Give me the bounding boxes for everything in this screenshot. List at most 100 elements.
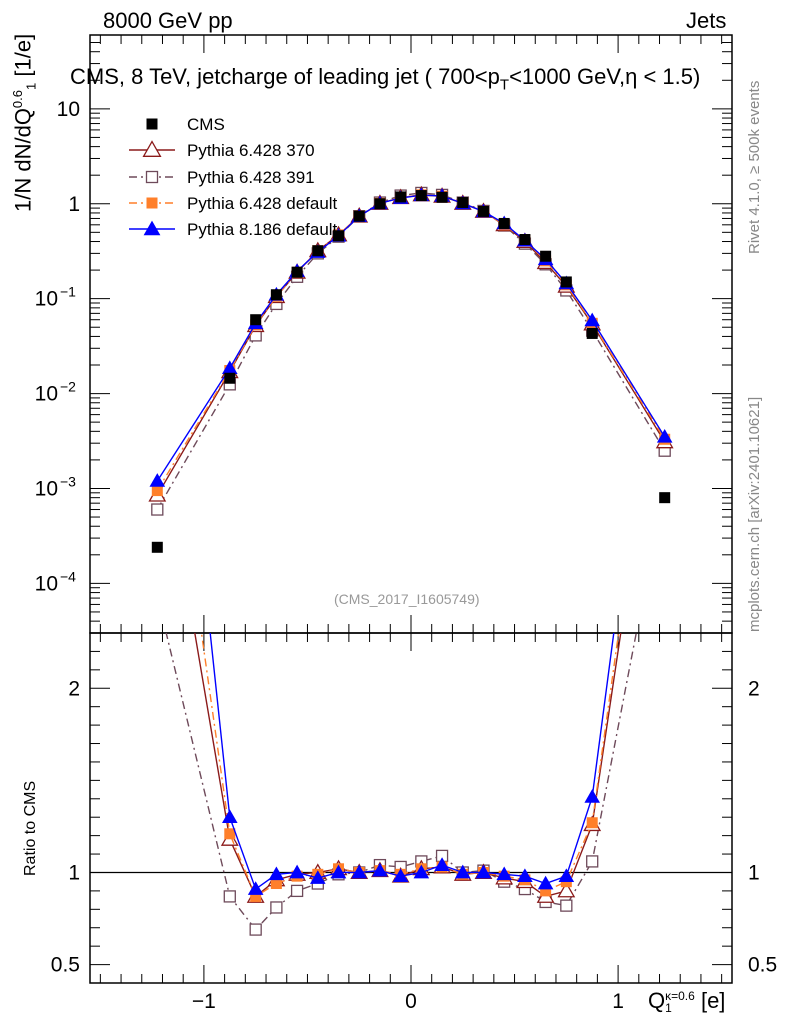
- y-tick-label: 10: [57, 98, 80, 121]
- y-axis-title-sup: 0.6: [10, 89, 25, 109]
- series-0-point: [270, 289, 282, 301]
- ratio-tick-label-right: 2: [748, 677, 760, 700]
- x-tick-label: 1: [612, 990, 624, 1013]
- series-1-ratio-point: [557, 881, 576, 898]
- series-4-ratio-point: [330, 864, 347, 879]
- series-4-ratio-point: [475, 864, 492, 879]
- series-4-ratio-point: [150, 128, 166, 142]
- header-energy: 8000 GeV pp: [103, 8, 233, 33]
- series-4-ratio-point: [351, 864, 368, 879]
- ratio-plot-frame: [89, 632, 733, 984]
- series-0-point: [291, 266, 303, 278]
- series-4-ratio: [150, 128, 673, 895]
- series-3-ratio-point: [270, 878, 282, 890]
- series-0-point: [457, 197, 469, 209]
- y-tick-label: 1: [68, 193, 80, 216]
- series-2-point: [151, 503, 164, 516]
- ratio-tick-label-right: 1: [748, 861, 760, 884]
- series-2-ratio-point: [659, 480, 670, 491]
- series-4-ratio-point: [537, 875, 554, 890]
- series-4-ratio-point: [372, 862, 388, 877]
- series-0-point: [395, 191, 407, 203]
- series-3-ratio-point: [224, 828, 236, 840]
- y-tick-label: 10: [35, 383, 58, 406]
- chart-title-main: CMS, 8 TeV, jetcharge of leading jet ( 7…: [70, 64, 500, 89]
- ratio-axis-title: Ratio to CMS: [22, 780, 39, 876]
- series-0-point: [224, 372, 236, 384]
- legend-marker-2: [145, 170, 159, 184]
- series-2-ratio: [152, 480, 670, 936]
- mcplots-reference: mcplots.cern.ch [arXiv:2401.10621]: [746, 396, 763, 632]
- series-2-ratio-point: [249, 923, 262, 936]
- series-0-point: [415, 190, 427, 202]
- series-0-point: [560, 276, 572, 288]
- series-0-point: [540, 250, 552, 262]
- series-0-point: [333, 230, 345, 242]
- x-axis-title-main: Q: [648, 988, 666, 1013]
- series-4-ratio-line: [209, 633, 615, 891]
- y-tick-exponent: −2: [60, 379, 76, 395]
- series-4-ratio-point: [289, 864, 305, 879]
- series-4-ratio-point: [413, 864, 430, 879]
- series-4-ratio-point: [496, 866, 512, 881]
- series-4-point: [149, 473, 166, 487]
- y-tick-exponent: −3: [60, 473, 76, 489]
- series-2-ratio-point: [560, 899, 573, 912]
- series-0-point: [498, 217, 510, 229]
- series-4-ratio-point: [657, 238, 673, 252]
- series-4-ratio-point: [517, 868, 533, 883]
- series-3-point: [151, 485, 163, 497]
- series-2-ratio-point: [223, 890, 236, 903]
- series-1-ratio-point: [657, 330, 673, 344]
- header-category: Jets: [686, 8, 727, 33]
- y-axis-title: 1/N dN/dQ0.61 [1/e]: [10, 34, 39, 212]
- series-4-ratio-point: [584, 789, 601, 803]
- chart-title-tail: <1000 GeV,η < 1.5): [509, 64, 701, 89]
- y-tick-exponent: −1: [60, 284, 76, 300]
- y-axis-title-unit: [1/e]: [10, 33, 36, 77]
- chart-title: CMS, 8 TeV, jetcharge of leading jet ( 7…: [70, 64, 700, 93]
- series-3-ratio-point: [540, 885, 552, 897]
- series-0-point: [519, 234, 531, 246]
- series-3-ratio-point: [152, 314, 163, 325]
- series-0-point: [586, 327, 598, 339]
- series-2-ratio-point: [270, 901, 283, 914]
- series-3-ratio-point: [250, 890, 262, 902]
- legend-marker-0: [146, 118, 158, 130]
- y-tick-exponent: −4: [60, 568, 76, 584]
- series-4-point: [221, 360, 238, 375]
- x-tick-label: 0: [405, 990, 417, 1013]
- series-2-ratio-point: [586, 855, 599, 868]
- series-0-point: [151, 541, 163, 553]
- series-0-point: [312, 245, 324, 257]
- legend-label-pythia6-default: Pythia 6.428 default: [187, 194, 338, 213]
- legend-label-pythia6-370: Pythia 6.428 370: [187, 141, 315, 160]
- analysis-reference: (CMS_2017_I1605749): [334, 591, 480, 607]
- x-axis-title-unit: [e]: [700, 988, 726, 1013]
- series-2-line: [156, 192, 666, 510]
- series-4-ratio-point: [392, 868, 409, 883]
- legend-label-cms: CMS: [187, 115, 225, 134]
- y-tick-label: 10: [35, 572, 58, 595]
- x-axis-title-sup: κ=0.6: [665, 989, 695, 1004]
- series-0-main: [151, 190, 671, 553]
- series-4-ratio-point: [221, 809, 238, 824]
- series-0-point: [353, 210, 365, 222]
- series-4-ratio-point: [310, 870, 326, 884]
- series-2-ratio-point: [290, 884, 304, 898]
- y-axis-title-sub: 1: [23, 82, 39, 90]
- legend-label-pythia6-391: Pythia 6.428 391: [187, 168, 315, 187]
- series-2-ratio-point: [152, 591, 163, 602]
- series-4-point: [584, 312, 601, 327]
- ratio-tick-label: 0.5: [51, 954, 80, 977]
- y-tick-label: 10: [35, 477, 58, 500]
- series-4-ratio-point: [434, 857, 450, 871]
- series-4-point: [656, 429, 673, 443]
- y-tick-label: 10: [35, 288, 58, 311]
- series-4-ratio-point: [268, 866, 285, 881]
- ratio-tick-label-right: 0.5: [748, 954, 777, 977]
- legend-marker-1: [142, 140, 162, 157]
- series-1-ratio-point: [150, 404, 166, 418]
